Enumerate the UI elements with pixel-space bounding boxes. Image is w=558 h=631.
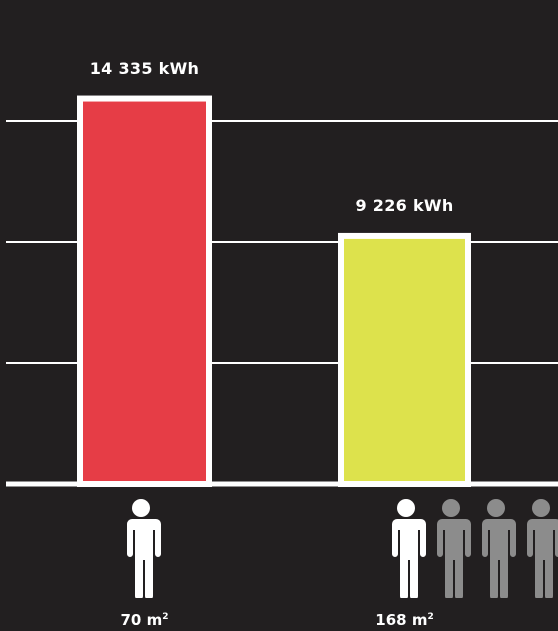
person-icon [430,498,472,600]
bars [77,95,471,487]
person-icon [520,498,558,600]
person-icon [475,498,517,600]
area-exponent: 2 [162,612,169,622]
person-icon [385,498,427,600]
bar [77,95,212,487]
bar-value-label: 14 335 kWh [89,58,200,78]
category-label: 70 m2 [70,611,219,629]
bar-value-label: 9 226 kWh [355,195,454,215]
person-icon [120,498,162,600]
area-value: 168 [375,611,407,629]
area-unit: m [411,611,428,629]
area-value: 70 [120,611,142,629]
area-exponent: 2 [427,612,434,622]
area-unit: m [146,611,163,629]
bar [338,232,471,487]
category-label: 168 m2 [331,611,478,629]
